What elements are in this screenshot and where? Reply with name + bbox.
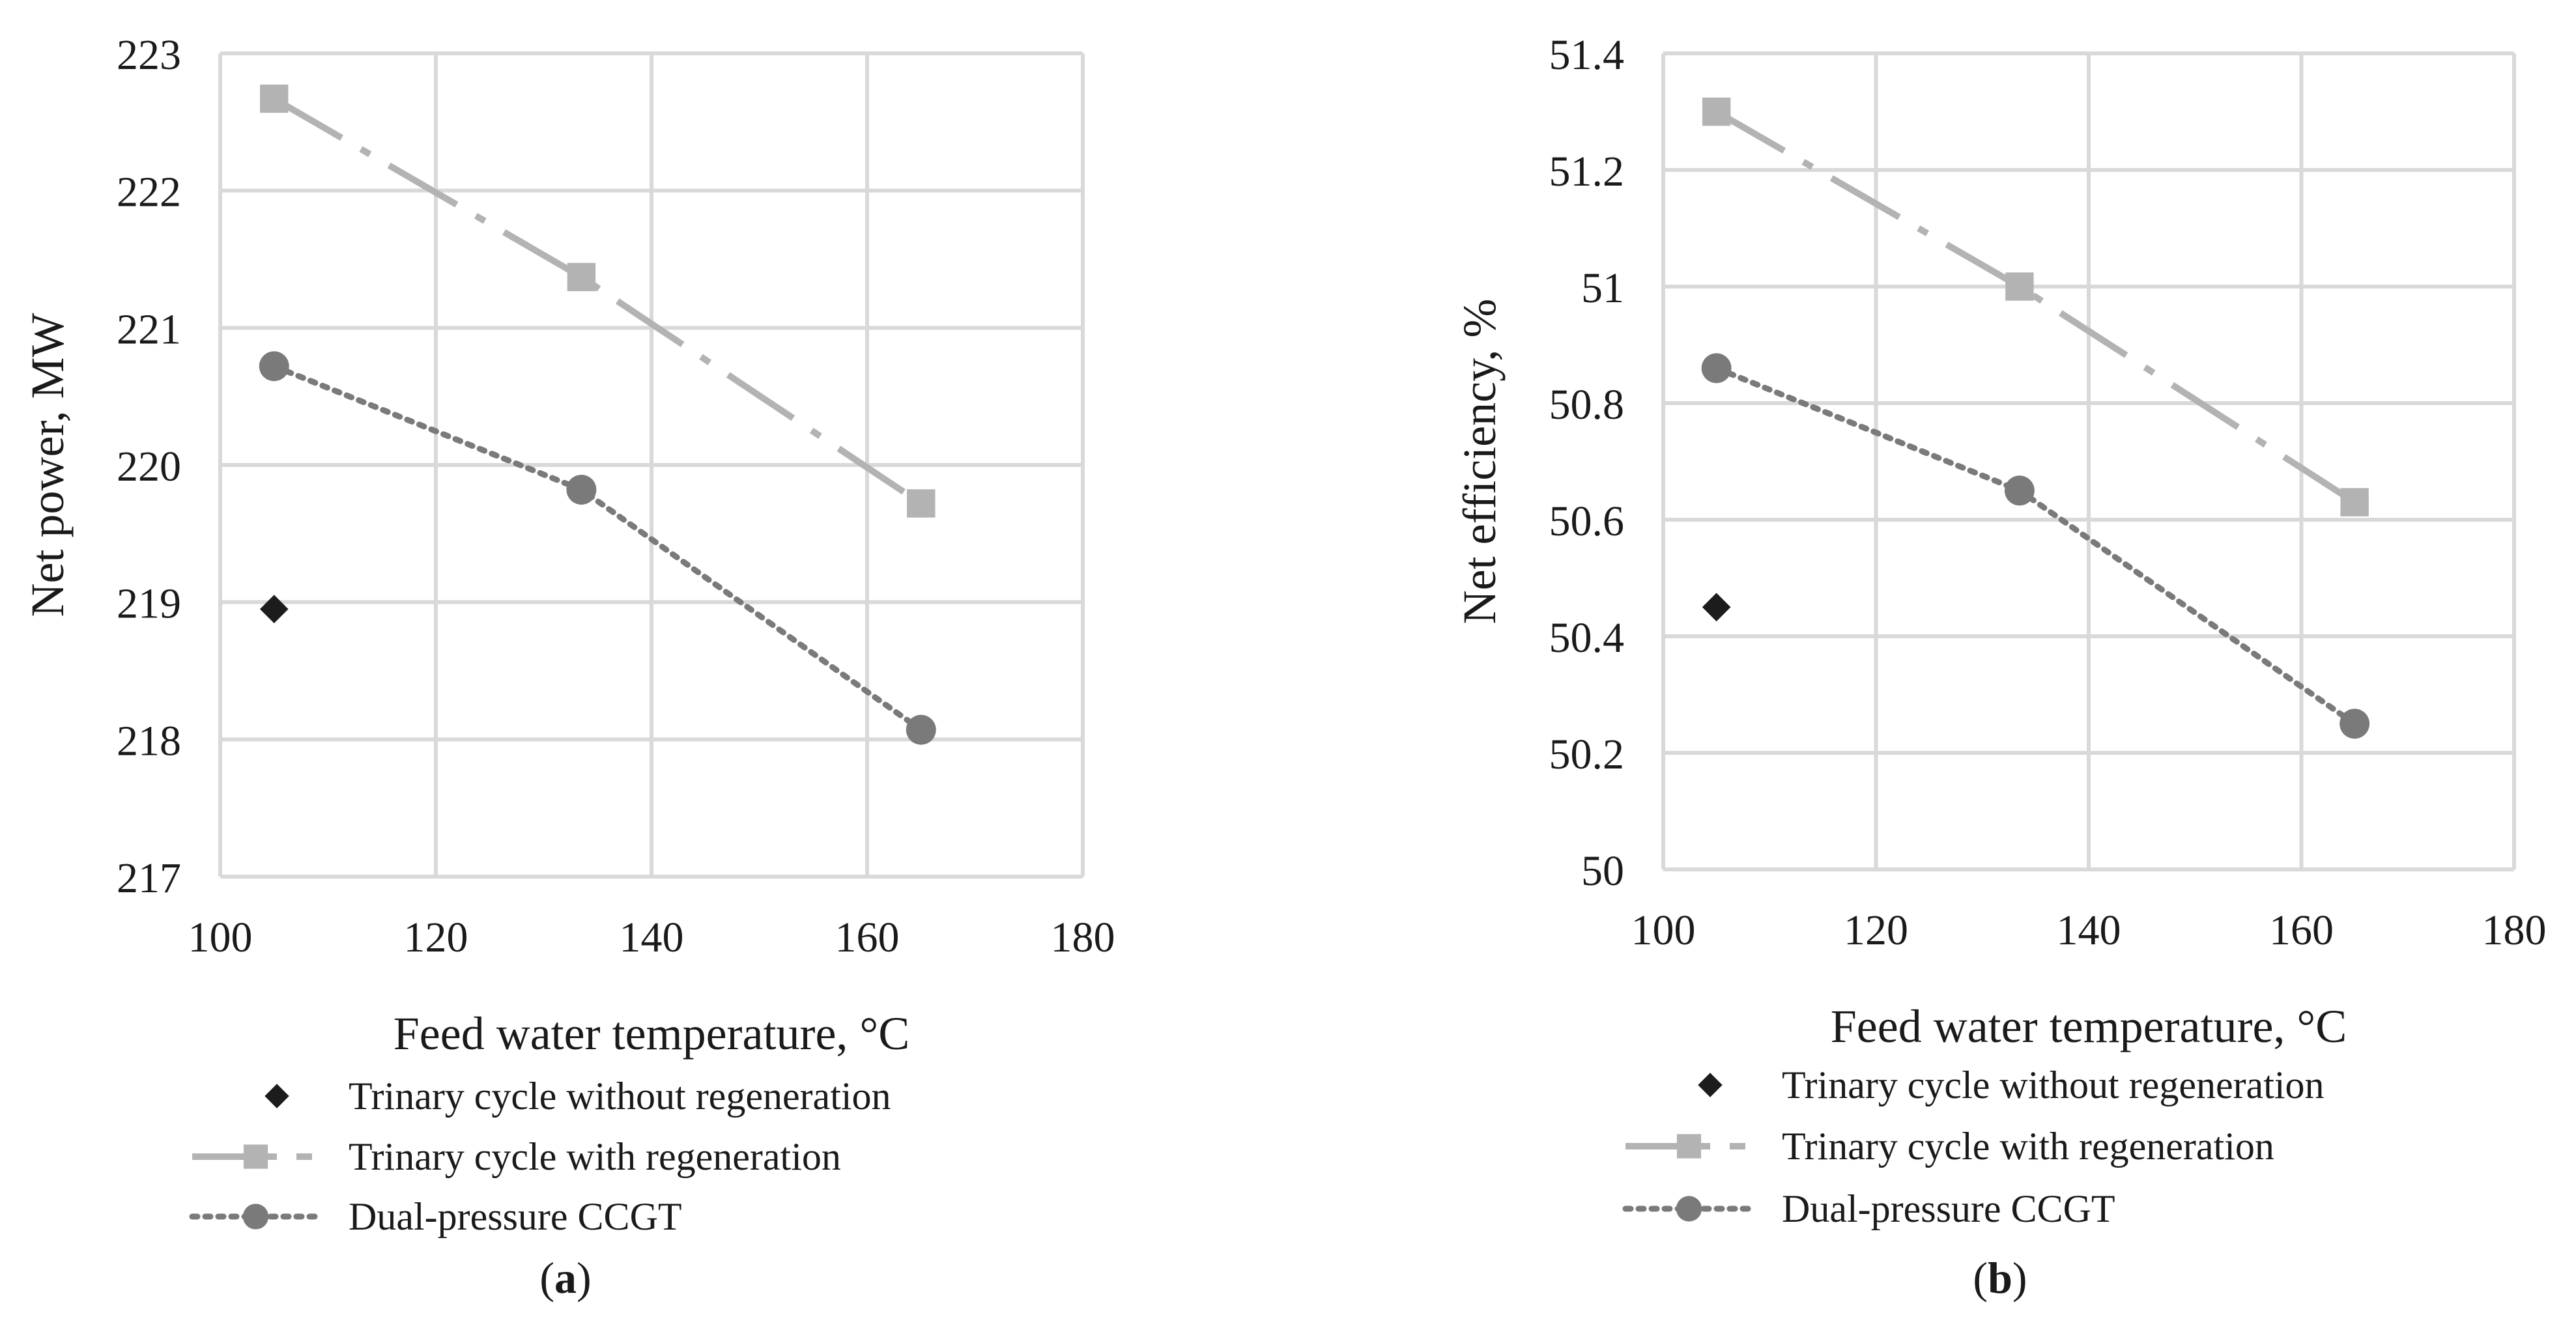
y-tick-label: 51.4 bbox=[1549, 31, 1625, 79]
x-axis-title: Feed water temperature, °C bbox=[1831, 1000, 2347, 1052]
panel-caption: (b) bbox=[1973, 1253, 2027, 1303]
data-point-square bbox=[2005, 272, 2034, 301]
y-tick-label: 51.2 bbox=[1549, 148, 1625, 195]
legend-entry: Trinary cycle with regeneration bbox=[192, 1135, 841, 1178]
legend-entry: Trinary cycle without regeneration bbox=[1698, 1064, 2325, 1106]
y-tick-label: 221 bbox=[117, 305, 181, 353]
y-tick-label: 50.8 bbox=[1549, 381, 1625, 429]
legend-entry: Trinary cycle with regeneration bbox=[1625, 1125, 2274, 1168]
legend-entry: Trinary cycle without regeneration bbox=[265, 1075, 891, 1118]
x-tick-label: 160 bbox=[835, 914, 900, 961]
y-tick-label: 50 bbox=[1581, 847, 1624, 895]
y-tick-label: 50.2 bbox=[1549, 731, 1625, 778]
data-point-diamond bbox=[1702, 593, 1731, 622]
legend-entry: Dual-pressure CCGT bbox=[189, 1195, 682, 1238]
legend-label: Trinary cycle with regeneration bbox=[1782, 1125, 2274, 1168]
series-line bbox=[1713, 365, 2358, 727]
y-tick-label: 222 bbox=[117, 169, 181, 216]
y-axis-title: Net power, MW bbox=[21, 313, 74, 617]
legend-label: Dual-pressure CCGT bbox=[349, 1195, 682, 1238]
data-point-square bbox=[1702, 97, 1731, 126]
data-point-circle bbox=[566, 474, 597, 505]
x-tick-label: 140 bbox=[620, 914, 684, 961]
x-tick-label: 120 bbox=[1844, 907, 1908, 954]
panel-caption: (a) bbox=[539, 1253, 591, 1303]
y-tick-label: 220 bbox=[117, 443, 181, 490]
series-trinary-cycle-without-regeneration bbox=[259, 595, 289, 624]
series-trinary-cycle-with-regeneration bbox=[260, 84, 936, 518]
y-axis-title: Net efficiency, % bbox=[1453, 299, 1506, 625]
series-trinary-cycle-with-regeneration bbox=[1702, 97, 2369, 516]
data-point-diamond bbox=[259, 595, 289, 624]
y-tick-label: 50.6 bbox=[1549, 498, 1625, 545]
x-tick-label: 160 bbox=[2269, 907, 2334, 954]
series-dual-pressure-ccgt bbox=[1701, 353, 2370, 739]
x-tick-label: 100 bbox=[188, 914, 253, 961]
chart-panel-b: 100 120 140 160 180 50 50.2 50.4 50.6 50.8 51 51.2 5… bbox=[1453, 31, 2546, 1303]
legend-entry: Dual-pressure CCGT bbox=[1622, 1187, 2115, 1230]
chart-panel-a: 100 120 140 160 180 217 218 219 220 221 222 223 Feed… bbox=[21, 31, 1115, 1303]
data-point-circle bbox=[1701, 353, 1732, 384]
legend-label: Trinary cycle without regeneration bbox=[349, 1075, 891, 1118]
legend-marker-square bbox=[243, 1144, 268, 1169]
x-tick-label: 100 bbox=[1631, 907, 1696, 954]
legend-marker-square bbox=[1676, 1134, 1702, 1159]
y-tick-label: 217 bbox=[117, 854, 181, 902]
y-tick-label: 218 bbox=[117, 717, 181, 765]
series-trinary-cycle-without-regeneration bbox=[1702, 593, 1731, 622]
legend-marker-diamond bbox=[265, 1084, 289, 1108]
data-point-circle bbox=[2004, 475, 2035, 506]
y-tick-label: 51 bbox=[1581, 264, 1624, 312]
y-tick-label: 219 bbox=[117, 580, 181, 628]
legend-label: Trinary cycle with regeneration bbox=[349, 1135, 841, 1178]
series-dual-pressure-ccgt bbox=[259, 351, 936, 745]
legend-marker-circle bbox=[1676, 1196, 1702, 1222]
y-tick-label: 50.4 bbox=[1549, 614, 1625, 662]
data-point-square bbox=[567, 262, 596, 292]
x-tick-label: 120 bbox=[404, 914, 468, 961]
series-line bbox=[272, 96, 923, 507]
legend-marker-diamond bbox=[1698, 1073, 1723, 1097]
data-point-square bbox=[907, 489, 936, 518]
y-tick-label: 223 bbox=[117, 31, 181, 79]
data-point-circle bbox=[259, 351, 289, 382]
legend-marker-circle bbox=[242, 1204, 269, 1230]
data-point-circle bbox=[906, 714, 936, 745]
data-point-square bbox=[260, 84, 289, 113]
x-tick-label: 140 bbox=[2057, 907, 2121, 954]
x-axis-title: Feed water temperature, °C bbox=[394, 1008, 909, 1060]
series-line bbox=[271, 363, 924, 733]
x-tick-label: 180 bbox=[2482, 907, 2547, 954]
legend-label: Trinary cycle without regeneration bbox=[1782, 1064, 2325, 1106]
legend-label: Dual-pressure CCGT bbox=[1782, 1187, 2115, 1230]
data-point-circle bbox=[2340, 709, 2370, 739]
x-tick-label: 180 bbox=[1051, 914, 1115, 961]
data-point-square bbox=[2340, 488, 2369, 516]
